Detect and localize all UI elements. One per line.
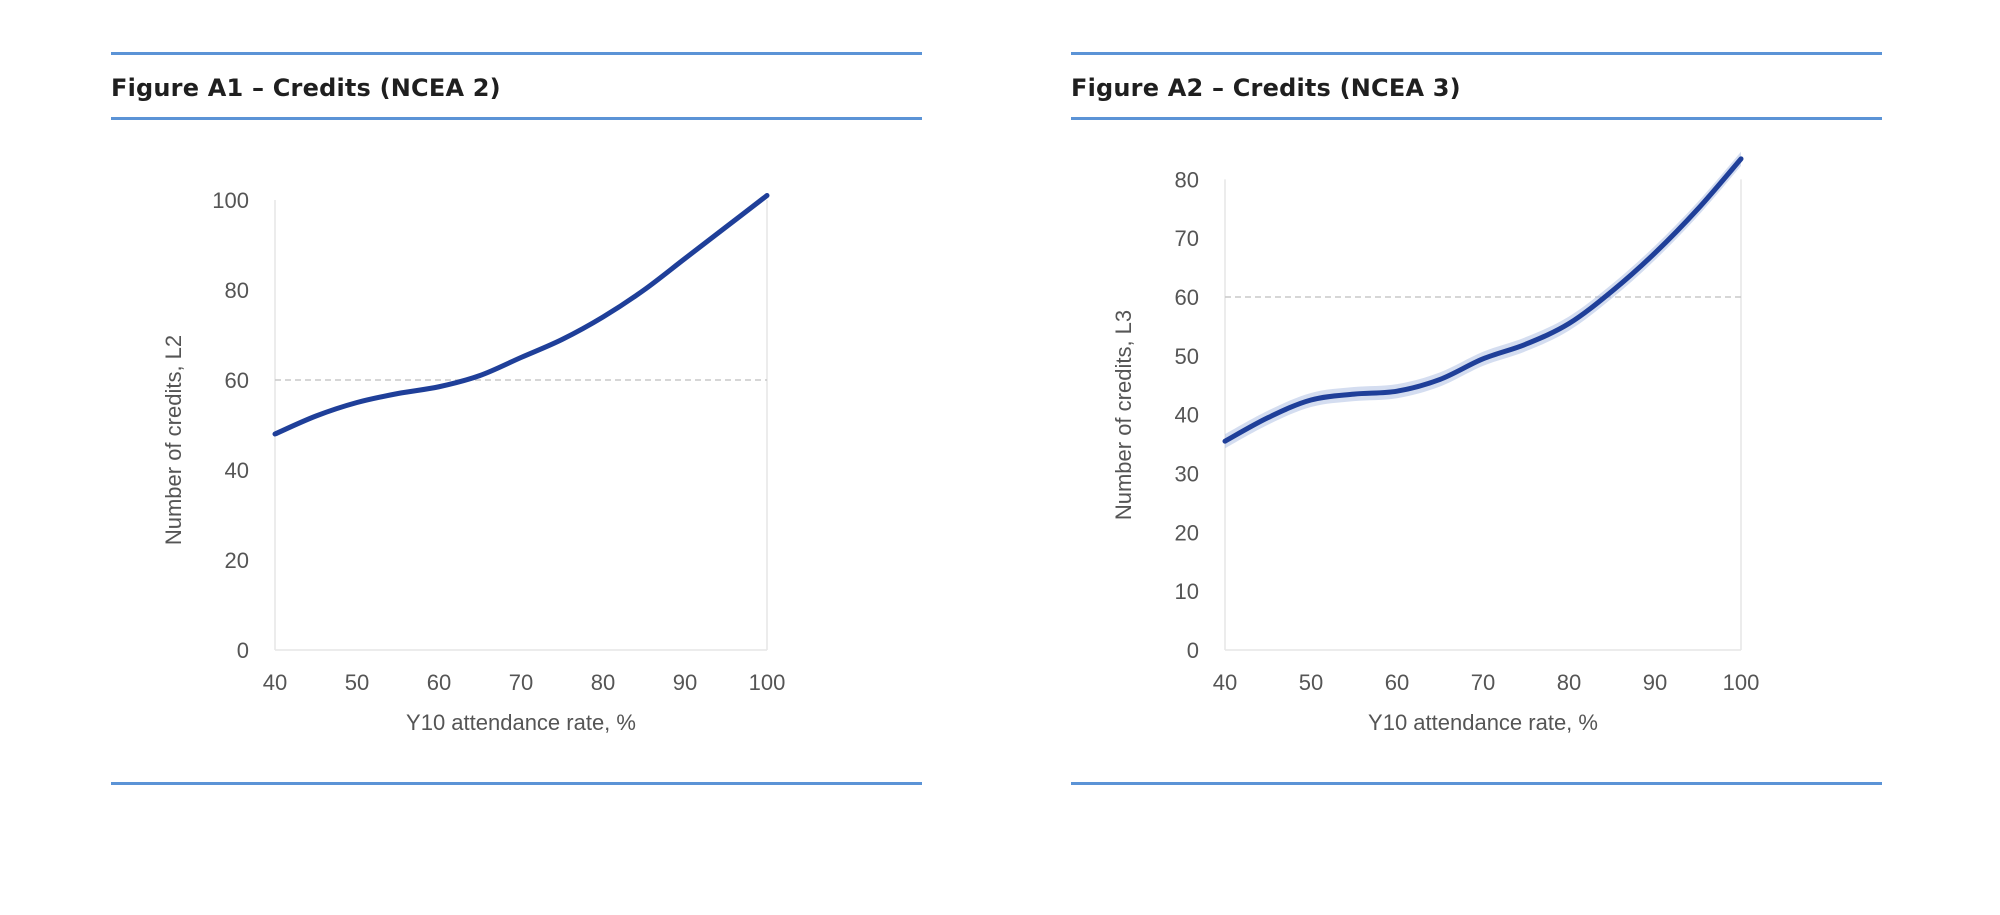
x-axis-title: Y10 attendance rate, % [406, 710, 636, 735]
confidence-band [1225, 151, 1741, 449]
chart-a1: 0 20 40 60 80 100 40 50 60 70 80 90 100 Y10 attendanc… [161, 188, 786, 735]
x-tick-label: 80 [591, 670, 615, 695]
y-tick-label: 50 [1175, 344, 1199, 369]
x-tick-label: 70 [1471, 670, 1495, 695]
y-tick-label: 60 [1175, 285, 1199, 310]
title-rule [111, 117, 922, 120]
top-rule [1071, 52, 1882, 55]
figure-a1-panel: Figure A1 – Credits (NCEA 2) 0 20 40 60 80 10… [111, 50, 922, 790]
y-tick-label: 60 [225, 368, 249, 393]
title-rule [1071, 117, 1882, 120]
figure-title: Figure A1 – Credits (NCEA 2) [111, 74, 501, 102]
y-tick-label: 20 [1175, 520, 1199, 545]
y-tick-label: 20 [225, 548, 249, 573]
y-axis-title: Number of credits, L2 [161, 335, 186, 545]
x-tick-label: 90 [1643, 670, 1667, 695]
y-tick-label: 0 [237, 638, 249, 663]
y-tick-label: 0 [1187, 638, 1199, 663]
bottom-rule [1071, 782, 1882, 785]
y-tick-label: 40 [225, 458, 249, 483]
figure-title: Figure A2 – Credits (NCEA 3) [1071, 74, 1461, 102]
x-tick-label: 70 [509, 670, 533, 695]
top-rule [111, 52, 922, 55]
series-line [272, 193, 770, 437]
x-tick-label: 50 [345, 670, 369, 695]
x-tick-label: 100 [1723, 670, 1760, 695]
x-axis-title: Y10 attendance rate, % [1368, 710, 1598, 735]
x-tick-label: 50 [1299, 670, 1323, 695]
y-tick-label: 100 [212, 188, 249, 213]
y-tick-label: 10 [1175, 579, 1199, 604]
x-tick-label: 60 [427, 670, 451, 695]
y-tick-label: 80 [1175, 167, 1199, 192]
y-tick-label: 40 [1175, 403, 1199, 428]
y-tick-label: 70 [1175, 226, 1199, 251]
x-tick-label: 100 [749, 670, 786, 695]
x-tick-label: 80 [1557, 670, 1581, 695]
bottom-rule [111, 782, 922, 785]
x-tick-label: 40 [263, 670, 287, 695]
x-tick-label: 40 [1213, 670, 1237, 695]
figure-a2-panel: Figure A2 – Credits (NCEA 3) 0 10 20 30 40 50… [1071, 50, 1882, 790]
series-line [1222, 156, 1744, 444]
chart-a2: 0 10 20 30 40 50 60 70 80 40 50 60 70 80 90 100 Y10 atte… [1111, 151, 1760, 735]
x-tick-label: 60 [1385, 670, 1409, 695]
y-axis-title: Number of credits, L3 [1111, 310, 1136, 520]
y-tick-label: 30 [1175, 462, 1199, 487]
y-tick-label: 80 [225, 278, 249, 303]
x-tick-label: 90 [673, 670, 697, 695]
